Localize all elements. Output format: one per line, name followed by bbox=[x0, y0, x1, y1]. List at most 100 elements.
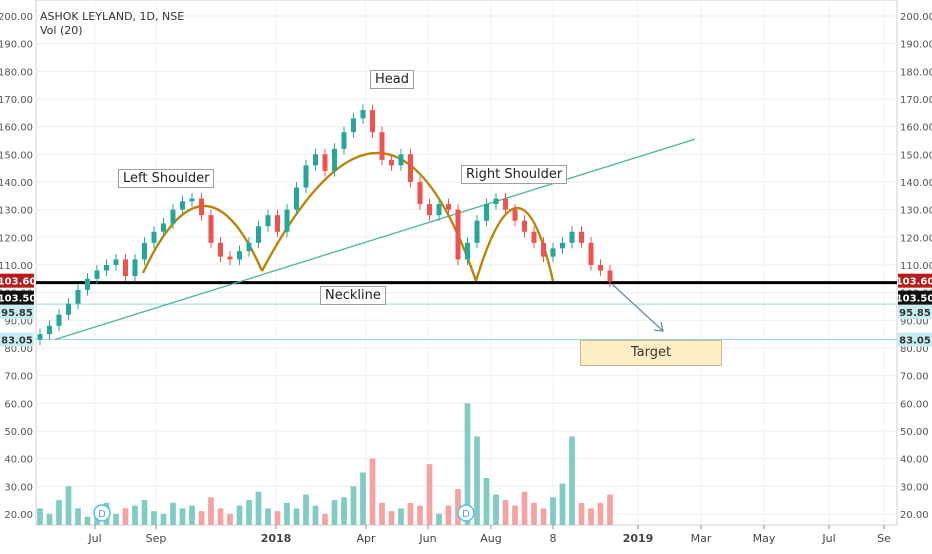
x-tick-label: 2018 bbox=[261, 532, 292, 545]
volume-bar bbox=[208, 497, 214, 525]
candle-body bbox=[142, 242, 147, 260]
x-tick-label: Aug bbox=[480, 532, 501, 545]
volume-bar bbox=[512, 505, 518, 525]
x-tick-label: Sep bbox=[146, 532, 167, 545]
candle-body bbox=[75, 289, 81, 304]
price-tag-current: 103.60 bbox=[896, 277, 932, 288]
price-tag-level-2: 83.05 bbox=[1, 336, 33, 347]
candle-body bbox=[113, 259, 119, 265]
volume-bar bbox=[540, 508, 547, 525]
volume-bar bbox=[407, 502, 414, 525]
volume-bar bbox=[388, 511, 395, 525]
candle-body bbox=[569, 231, 575, 243]
y-tick-label-right: 80.00 bbox=[900, 344, 929, 355]
y-tick-label-right: 170.00 bbox=[900, 95, 932, 106]
volume-bar bbox=[284, 502, 290, 525]
volume-bar bbox=[331, 500, 338, 525]
volume-bar bbox=[597, 502, 604, 525]
candle-body bbox=[351, 118, 356, 133]
price-tag-level-1: 95.85 bbox=[899, 308, 931, 319]
volume-bar bbox=[65, 486, 72, 525]
y-tick-label-right: 190.00 bbox=[900, 40, 932, 51]
candle-body bbox=[123, 259, 128, 277]
price-tag-level-1-bg bbox=[898, 305, 932, 320]
candle-body bbox=[341, 132, 347, 149]
candle-body bbox=[560, 242, 565, 249]
dividend-marker-label: D bbox=[462, 509, 470, 520]
y-tick-label-left: 90.00 bbox=[4, 316, 33, 327]
volume-bar bbox=[113, 513, 119, 525]
x-tick-label: Jun bbox=[418, 532, 436, 545]
price-tag-level-2-bg bbox=[898, 332, 932, 347]
candle-body bbox=[37, 334, 43, 340]
head-arc bbox=[260, 151, 478, 282]
volume-bar bbox=[417, 505, 423, 525]
candle-body bbox=[531, 231, 537, 243]
candle-body bbox=[541, 242, 546, 257]
candle-body bbox=[322, 154, 328, 171]
y-tick-label-right: 20.00 bbox=[900, 510, 929, 521]
candle-body bbox=[389, 159, 394, 166]
candle-body bbox=[607, 270, 613, 282]
y-tick-label-left: 120.00 bbox=[0, 233, 33, 244]
y-tick-label-right: 160.00 bbox=[900, 123, 932, 134]
volume-bar bbox=[464, 403, 471, 525]
y-tick-label-left: 160.00 bbox=[0, 123, 33, 134]
price-tag-level-2-bg bbox=[0, 332, 34, 347]
volume-bar bbox=[293, 508, 300, 525]
target-box: Target bbox=[580, 340, 722, 366]
candles bbox=[37, 104, 613, 346]
candle-body bbox=[360, 110, 366, 119]
dividend-marker-icon bbox=[93, 504, 111, 522]
volume-bar bbox=[445, 505, 452, 525]
x-tick-label: May bbox=[753, 532, 776, 545]
price-tag-level-2: 83.05 bbox=[899, 336, 931, 347]
volume-bar bbox=[426, 464, 433, 525]
volume-bar bbox=[189, 505, 195, 525]
volume-bar bbox=[607, 494, 613, 525]
volume-bar bbox=[312, 505, 319, 525]
y-tick-label-left: 190.00 bbox=[0, 40, 33, 51]
volume-bar bbox=[559, 483, 566, 525]
y-tick-label-left: 110.00 bbox=[0, 261, 33, 272]
y-tick-label-right: 150.00 bbox=[900, 150, 932, 161]
volume-bar bbox=[303, 494, 309, 525]
y-tick-label-right: 200.00 bbox=[900, 12, 932, 23]
horizontal-levels bbox=[36, 281, 897, 341]
y-tick-label-left: 170.00 bbox=[0, 95, 33, 106]
y-tick-label-right: 120.00 bbox=[900, 233, 932, 244]
candle-body bbox=[550, 248, 556, 257]
candle-body bbox=[484, 204, 489, 221]
volume-bar bbox=[398, 508, 404, 525]
volume-bar bbox=[474, 436, 480, 525]
volume-bar bbox=[550, 497, 556, 525]
y-tick-label-right: 50.00 bbox=[900, 427, 929, 438]
candle-body bbox=[503, 198, 508, 210]
volume-bar bbox=[569, 436, 575, 525]
candle-body bbox=[104, 264, 109, 271]
target-arrow-head bbox=[653, 321, 664, 332]
x-tick-label: Jul bbox=[821, 532, 835, 545]
candle-body bbox=[170, 209, 176, 224]
price-tag-neckline-bg bbox=[898, 290, 932, 305]
candle-body bbox=[246, 242, 252, 252]
candle-body bbox=[408, 154, 413, 182]
candle-body bbox=[294, 187, 299, 210]
candle-body bbox=[398, 154, 404, 166]
candle-body bbox=[265, 215, 271, 227]
candle-body bbox=[436, 204, 442, 216]
y-tick-label-left: 60.00 bbox=[4, 399, 33, 410]
volume-bar bbox=[236, 505, 243, 525]
volume-bar bbox=[170, 502, 176, 525]
candle-body bbox=[379, 132, 385, 160]
y-tick-label-right: 180.00 bbox=[900, 67, 932, 78]
volume-bar bbox=[75, 508, 81, 525]
volume-bar bbox=[160, 513, 167, 525]
candle-body bbox=[180, 201, 185, 210]
y-tick-label-left: 140.00 bbox=[0, 178, 33, 189]
x-tick-label: 2019 bbox=[623, 532, 654, 545]
candle-body bbox=[455, 209, 461, 260]
